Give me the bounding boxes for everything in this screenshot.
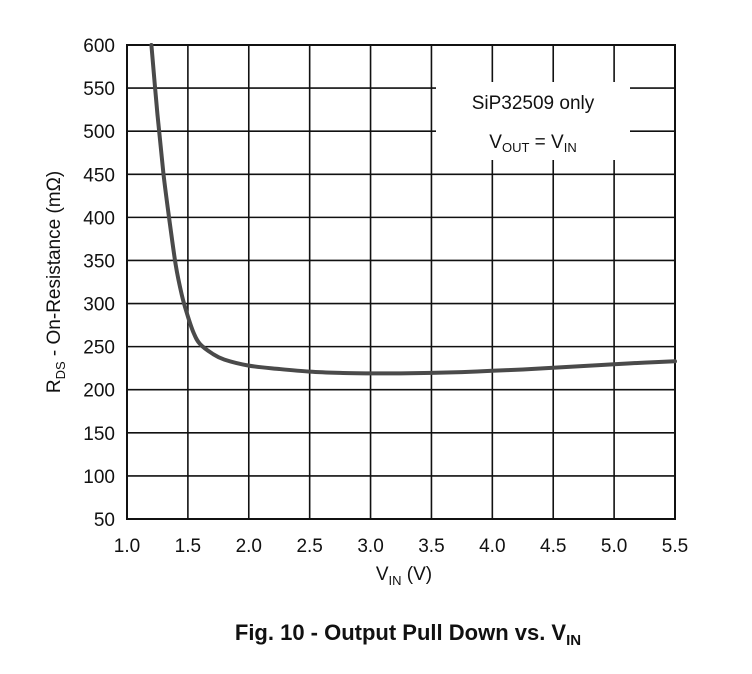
y-tick-label: 250 — [83, 338, 115, 359]
annotation-background — [436, 82, 630, 160]
y-tick-label: 200 — [83, 381, 115, 402]
y-tick-label: 600 — [83, 36, 115, 57]
y-tick-label: 150 — [83, 424, 115, 445]
x-axis-label: VIN (V) — [376, 564, 432, 588]
y-tick-label: 550 — [83, 79, 115, 100]
y-tick-label: 500 — [83, 122, 115, 143]
x-tick-label: 4.5 — [540, 536, 566, 557]
x-tick-label: 2.0 — [236, 536, 262, 557]
x-tick-label: 5.5 — [662, 536, 688, 557]
x-tick-label: 4.0 — [479, 536, 505, 557]
x-tick-label: 1.0 — [114, 536, 140, 557]
annotation-line-1: SiP32509 only — [472, 93, 595, 114]
x-tick-label: 5.0 — [601, 536, 627, 557]
annotation-line-2: VOUT = VIN — [489, 132, 576, 155]
x-tick-label: 3.0 — [357, 536, 383, 557]
y-tick-label: 350 — [83, 251, 115, 272]
y-tick-label: 300 — [83, 295, 115, 316]
y-tick-label: 450 — [83, 165, 115, 186]
y-tick-label: 100 — [83, 467, 115, 488]
x-tick-labels: 1.0 1.5 2.0 2.5 3.0 3.5 4.0 4.5 5.0 5.5 — [114, 536, 688, 557]
figure-caption: Fig. 10 - Output Pull Down vs. VIN — [235, 620, 581, 649]
x-tick-label: 2.5 — [296, 536, 322, 557]
x-tick-label: 3.5 — [418, 536, 444, 557]
y-axis-label: RDS - On-Resistance (mΩ) — [44, 171, 68, 393]
plot-frame — [126, 44, 676, 520]
x-tick-label: 1.5 — [175, 536, 201, 557]
y-tick-labels: 600 550 500 450 400 350 300 250 200 150 100 50 — [83, 36, 115, 531]
y-tick-label: 50 — [94, 510, 115, 531]
y-tick-label: 400 — [83, 208, 115, 229]
series-line — [149, 43, 677, 376]
